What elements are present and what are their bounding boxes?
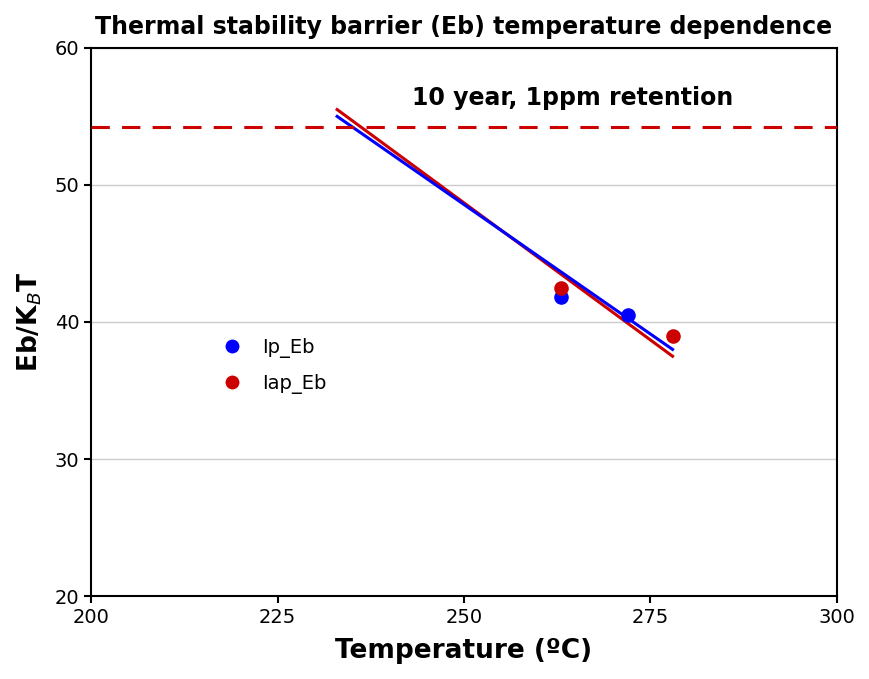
Point bbox=[665, 330, 679, 341]
X-axis label: Temperature (ºC): Temperature (ºC) bbox=[335, 638, 592, 664]
Point bbox=[620, 310, 634, 320]
Legend: Ip_Eb, Iap_Eb: Ip_Eb, Iap_Eb bbox=[205, 330, 334, 401]
Point bbox=[554, 292, 567, 303]
Text: 10 year, 1ppm retention: 10 year, 1ppm retention bbox=[411, 86, 732, 109]
Y-axis label: Eb/K$_B$T: Eb/K$_B$T bbox=[15, 272, 43, 372]
Title: Thermal stability barrier (Eb) temperature dependence: Thermal stability barrier (Eb) temperatu… bbox=[96, 15, 832, 39]
Point bbox=[554, 282, 567, 293]
